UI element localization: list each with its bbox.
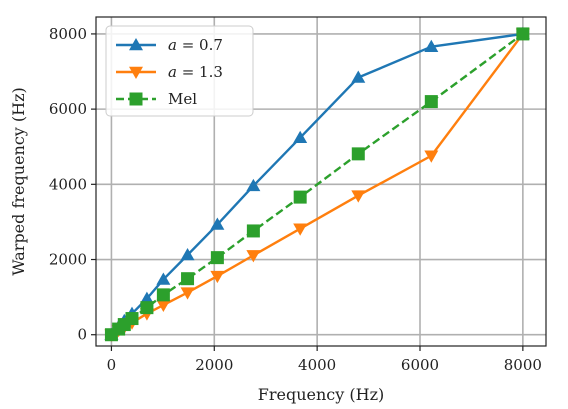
legend-label: a = 1.3: [168, 63, 223, 81]
legend: a = 0.7 a = 1.3 Mel: [105, 25, 254, 117]
data-point: [424, 150, 439, 163]
data-point: [351, 70, 366, 83]
legend-marker: [129, 66, 143, 79]
data-point: [156, 272, 171, 285]
data-point: [516, 27, 530, 41]
x-axis-label: Frequency (Hz): [258, 385, 385, 404]
x-tick-label: 6000: [401, 356, 439, 374]
y-axis-label: Warped frequency (Hz): [9, 87, 28, 276]
plot-frame: [95, 16, 547, 347]
legend-label: a = 0.7: [168, 36, 223, 54]
data-point: [156, 288, 170, 302]
x-tick-label: 2000: [195, 356, 233, 374]
y-tick-label: 4000: [49, 175, 87, 193]
data-point: [351, 147, 365, 161]
series-2: [104, 27, 530, 342]
data-point: [156, 299, 171, 313]
data-point: [246, 250, 261, 263]
legend-box: [105, 25, 254, 117]
legend-item-2: Mel: [116, 90, 197, 108]
y-tick-label: 6000: [49, 100, 87, 118]
data-point: [293, 130, 308, 143]
data-point: [210, 251, 224, 265]
data-point: [180, 287, 195, 300]
data-point: [210, 217, 225, 230]
y-tick-label: 0: [77, 326, 87, 344]
data-point: [246, 224, 260, 238]
data-point: [424, 95, 438, 109]
data-point: [424, 39, 439, 52]
legend-item-1: a = 1.3: [116, 63, 223, 81]
axis-ticks: 0 2000 4000 6000 8000 0 2000 4000 6000 8000: [49, 25, 542, 374]
x-tick-label: 0: [107, 356, 117, 374]
x-tick-label: 4000: [298, 356, 336, 374]
series-layer: [104, 26, 530, 342]
data-point: [181, 272, 195, 286]
data-point: [293, 190, 307, 204]
data-point: [140, 301, 154, 315]
data-point: [293, 223, 308, 236]
data-point: [125, 312, 139, 326]
y-tick-label: 8000: [49, 25, 87, 43]
legend-marker: [129, 92, 143, 106]
legend-marker: [129, 38, 143, 51]
data-point: [246, 178, 261, 192]
x-tick-label: 8000: [504, 356, 542, 374]
data-point: [139, 291, 154, 304]
legend-item-0: a = 0.7: [116, 36, 223, 54]
legend-label: Mel: [168, 90, 197, 108]
data-point: [210, 270, 225, 284]
data-point: [180, 248, 195, 261]
y-tick-label: 2000: [49, 251, 87, 269]
data-point: [351, 190, 366, 203]
